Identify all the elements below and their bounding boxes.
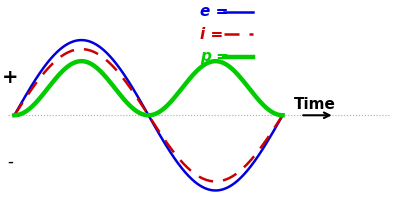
Text: -: - [7, 153, 13, 171]
Text: e =: e = [200, 4, 228, 19]
Text: p =: p = [200, 49, 229, 64]
Text: Time: Time [294, 97, 336, 111]
Text: i =: i = [200, 27, 223, 42]
Text: +: + [2, 68, 18, 87]
